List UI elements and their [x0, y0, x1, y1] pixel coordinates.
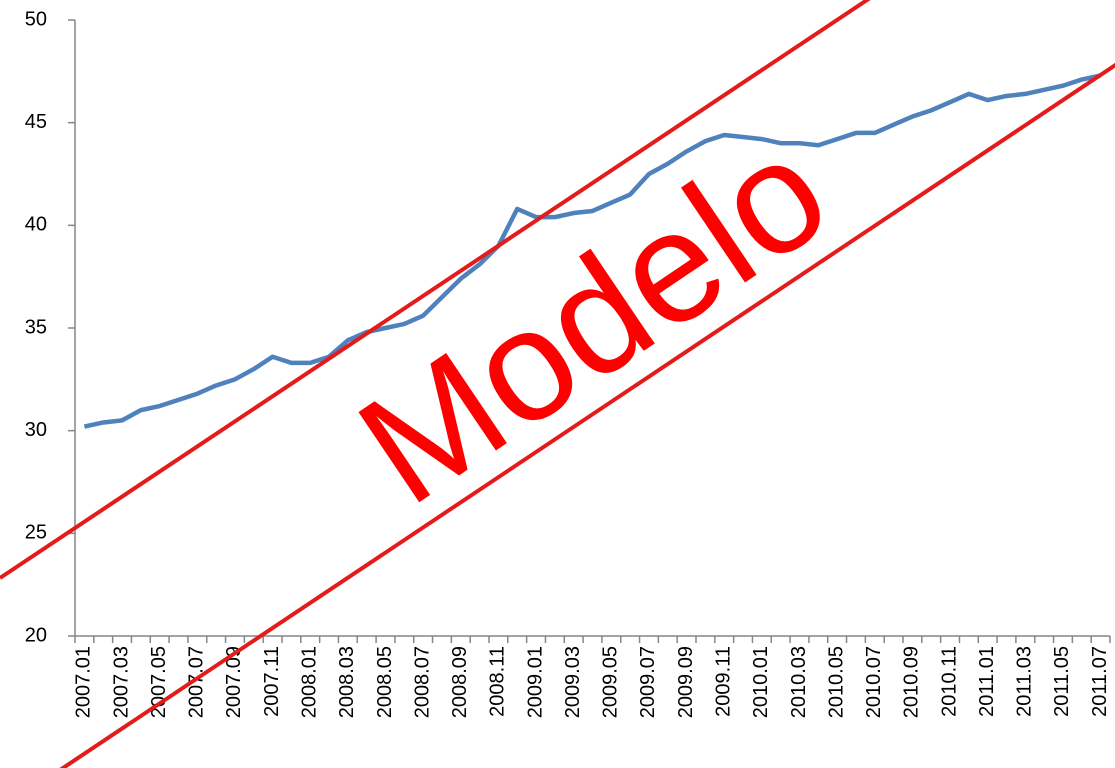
x-tick-label: 2010.05: [825, 646, 847, 718]
x-tick-label: 2011.01: [976, 646, 998, 717]
x-tick-label: 2007.07: [186, 646, 208, 718]
x-tick-label: 2008.09: [449, 646, 471, 718]
x-tick-label: 2011.07: [1089, 646, 1111, 717]
y-tick-label: 30: [25, 419, 47, 441]
x-tick-label: 2010.03: [788, 646, 810, 718]
y-tick-label: 35: [25, 316, 47, 338]
x-tick-label: 2011.03: [1014, 646, 1036, 717]
watermark-line: [59, 62, 1115, 768]
x-tick-label: 2009.09: [675, 646, 697, 718]
x-tick-label: 2007.03: [110, 646, 132, 718]
x-tick-label: 2010.09: [901, 646, 923, 718]
x-tick-label: 2008.11: [487, 646, 509, 717]
x-tick-label: 2008.01: [299, 646, 321, 718]
y-tick-label: 20: [25, 624, 47, 646]
y-tick-label: 40: [25, 214, 47, 236]
y-tick-label: 25: [25, 522, 47, 544]
y-tick-label: 45: [25, 111, 47, 133]
x-tick-label: 2011.05: [1051, 646, 1073, 717]
x-tick-label: 2009.07: [637, 646, 659, 718]
x-tick-label: 2009.03: [562, 646, 584, 718]
watermark-line: [0, 0, 871, 580]
y-tick-label: 50: [25, 8, 47, 30]
x-tick-label: 2008.07: [411, 646, 433, 718]
x-tick-label: 2010.01: [750, 646, 772, 718]
x-tick-label: 2009.05: [600, 646, 622, 718]
x-tick-label: 2007.01: [73, 646, 95, 718]
x-tick-label: 2008.03: [336, 646, 358, 718]
x-tick-label: 2010.11: [938, 646, 960, 717]
line-series: [83, 73, 1102, 429]
x-tick-label: 2010.07: [863, 646, 885, 718]
x-tick-label: 2009.01: [524, 646, 546, 718]
x-tick-label: 2007.11: [261, 646, 283, 717]
x-tick-label: 2007.09: [223, 646, 245, 718]
x-tick-label: 2009.11: [713, 646, 735, 717]
x-tick-label: 2008.05: [374, 646, 396, 718]
